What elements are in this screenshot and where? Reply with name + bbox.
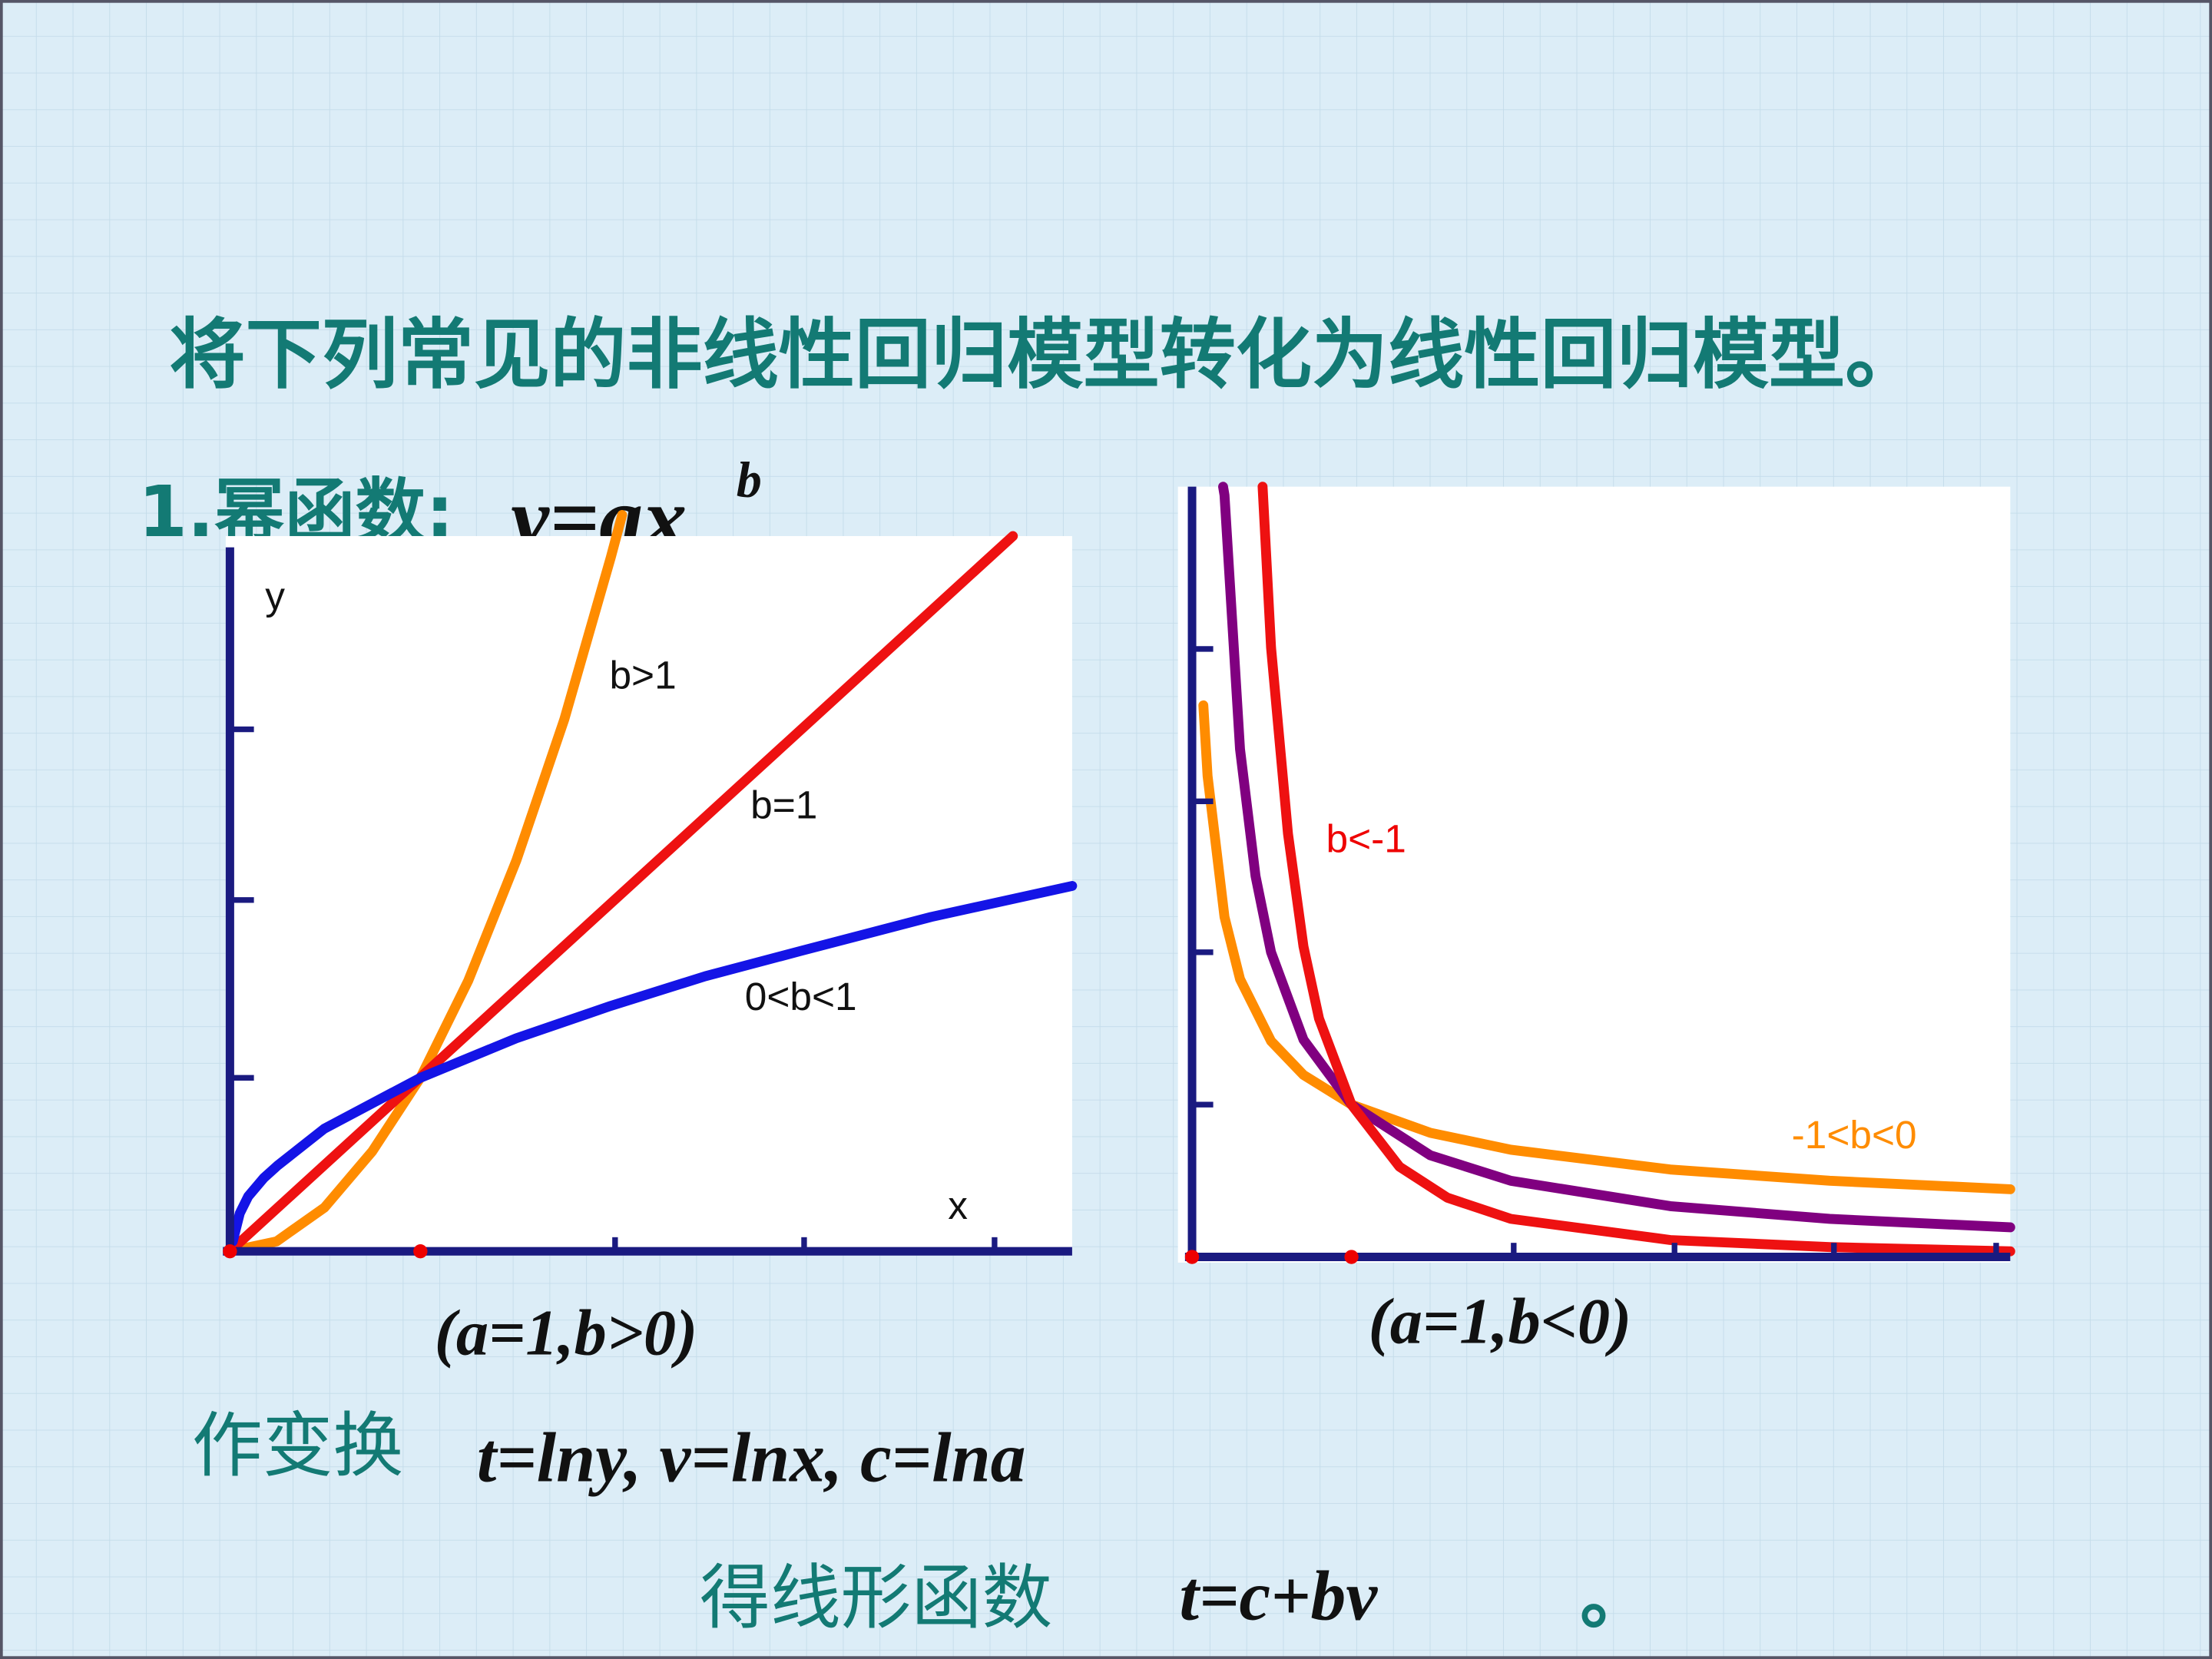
result-end: 。 — [1580, 1557, 1651, 1639]
curve-b-minus1-0 — [1198, 700, 2015, 1194]
transform-label: 作变换 — [192, 1405, 403, 1487]
x-label: x — [948, 1183, 968, 1227]
curve-b-eq-minus1 — [1218, 482, 2015, 1233]
transform-formula: t=lny, v=lnx, c=lna — [477, 1419, 1026, 1497]
curve-b-lt-minus1 — [1257, 482, 2015, 1257]
caption: (a=1,b>0) — [435, 1297, 698, 1369]
title: 将下列常见的非线性回归模型转化为线性回归模型。 — [169, 311, 1921, 399]
result-label: 得线形函数 — [700, 1557, 1052, 1639]
result-formula: t=c+bv — [1180, 1557, 1379, 1635]
right-graph: b<-1 -1<b<0 (a=1,b<0) — [1177, 482, 2015, 1358]
caption: (a=1,b<0) — [1369, 1286, 1632, 1358]
curve-label: -1<b<0 — [1792, 1112, 1917, 1157]
formula-exponent: b — [737, 452, 762, 508]
curve-label: b<-1 — [1326, 816, 1406, 860]
unit-dot — [413, 1244, 428, 1259]
curve-label: b>1 — [609, 652, 676, 697]
unit-dot — [1344, 1250, 1359, 1264]
curve-b-gt-1 — [224, 509, 628, 1257]
curve-b-0-1 — [227, 881, 1078, 1247]
origin-dot — [1184, 1250, 1200, 1264]
curve-label: 0<b<1 — [745, 974, 857, 1018]
plot-area — [1177, 486, 2011, 1263]
curve-b-eq-1 — [224, 531, 1018, 1257]
plot-area — [225, 535, 1072, 1256]
y-label: y — [265, 573, 285, 618]
origin-dot — [223, 1244, 237, 1259]
left-graph: y x b>1 b=1 0<b<1 (a=1,b>0) — [223, 509, 1078, 1369]
curve-label: b=1 — [750, 782, 817, 826]
